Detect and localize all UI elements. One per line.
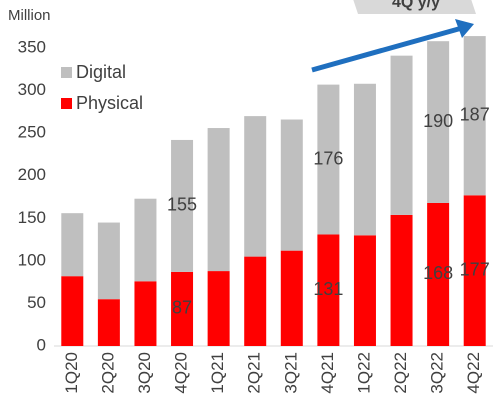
x-tick-label: 3Q22 xyxy=(428,352,447,394)
bar-segment xyxy=(171,139,194,272)
bar-segment xyxy=(280,250,303,346)
x-tick-label: 2Q21 xyxy=(245,352,264,394)
bar-segment xyxy=(97,299,120,346)
x-tick-label: 2Q22 xyxy=(391,352,410,394)
x-tick-label: 3Q21 xyxy=(281,352,300,394)
bar-segment xyxy=(171,271,194,346)
data-label: 155 xyxy=(167,195,197,215)
annotation-text: 4Q y/y xyxy=(392,0,440,11)
bar-segment xyxy=(244,256,267,346)
bar-segment xyxy=(463,195,486,346)
data-label: 190 xyxy=(423,111,453,131)
bar-segment xyxy=(353,83,376,236)
bar-segment xyxy=(207,128,230,272)
y-tick-label: 300 xyxy=(18,80,46,99)
bar-segment xyxy=(390,214,413,346)
trend-arrow xyxy=(311,25,463,73)
data-label: 187 xyxy=(460,104,490,124)
y-tick-label: 50 xyxy=(27,293,46,312)
bar-segment xyxy=(427,202,450,346)
bar-segment xyxy=(97,222,120,300)
y-tick-label: 0 xyxy=(37,335,46,354)
bar-segment xyxy=(317,84,340,235)
x-tick-label: 1Q21 xyxy=(208,352,227,394)
x-tick-label: 3Q20 xyxy=(135,352,154,394)
bar-segment xyxy=(353,235,376,346)
legend-label: Physical xyxy=(76,93,143,113)
legend-swatch xyxy=(61,67,72,78)
x-tick-label: 2Q20 xyxy=(98,352,117,394)
data-label: 168 xyxy=(423,263,453,283)
data-label: 131 xyxy=(313,279,343,299)
bar-segment xyxy=(390,55,413,215)
x-tick-label: 1Q20 xyxy=(62,352,81,394)
y-axis-label: Million xyxy=(8,7,51,24)
legend-swatch xyxy=(61,98,72,109)
bar-segment xyxy=(427,41,450,203)
bar-segment xyxy=(61,276,84,346)
data-label: 87 xyxy=(172,298,192,318)
y-tick-label: 100 xyxy=(18,250,46,269)
y-tick-label: 250 xyxy=(18,123,46,142)
arrow-head xyxy=(455,19,474,38)
legend-label: Digital xyxy=(76,62,126,82)
bar-segment xyxy=(134,281,157,346)
bar-segment xyxy=(244,116,267,257)
bar-segment xyxy=(317,234,340,346)
y-tick-label: 200 xyxy=(18,165,46,184)
annotation: 4Q y/y xyxy=(311,0,476,73)
bar-segment xyxy=(207,271,230,346)
x-tick-label: 4Q20 xyxy=(172,352,191,394)
bar-segment xyxy=(61,213,84,277)
y-tick-label: 350 xyxy=(18,37,46,56)
bar-segment xyxy=(463,36,486,196)
x-tick-label: 4Q22 xyxy=(464,352,483,394)
data-label: 176 xyxy=(313,148,343,168)
data-label: 177 xyxy=(460,259,490,279)
annotation-box xyxy=(353,0,476,14)
x-tick-label: 4Q21 xyxy=(318,352,337,394)
bar-segment xyxy=(134,198,157,282)
bar-segment xyxy=(280,119,303,251)
x-tick-label: 1Q22 xyxy=(354,352,373,394)
y-tick-label: 150 xyxy=(18,208,46,227)
